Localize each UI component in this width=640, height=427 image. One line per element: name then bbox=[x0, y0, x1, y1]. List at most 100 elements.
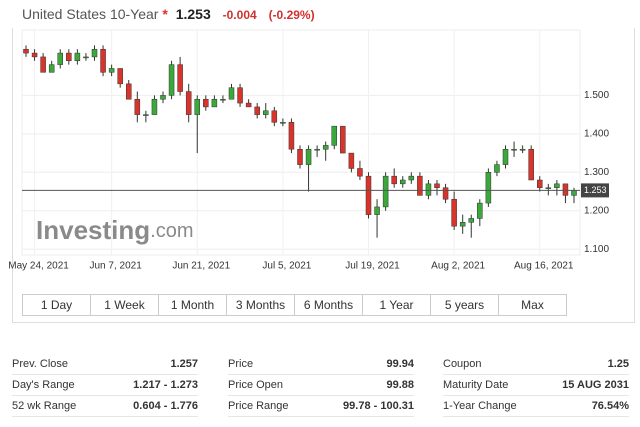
stat-label: Coupon bbox=[443, 358, 482, 370]
candle-body bbox=[314, 148, 320, 151]
stats-row: Day's Range 1.217 - 1.273 bbox=[12, 375, 198, 396]
range-button[interactable]: 5 years bbox=[431, 295, 499, 315]
candle-body bbox=[177, 64, 183, 92]
candle-body bbox=[83, 56, 89, 59]
watermark: Investing.com bbox=[36, 215, 193, 245]
stat-label: Price Open bbox=[228, 379, 284, 391]
range-button[interactable]: Max bbox=[521, 298, 544, 312]
stats-row: 1-Year Change 76.54% bbox=[443, 396, 629, 417]
header: United States 10-Year * 1.253 -0.004 (-0… bbox=[22, 6, 315, 22]
candle-body bbox=[417, 175, 423, 196]
candle-body bbox=[31, 52, 38, 58]
candle-body bbox=[434, 183, 440, 188]
range-button[interactable]: 1 Year bbox=[363, 295, 431, 315]
candle-body bbox=[254, 106, 260, 115]
candle-body bbox=[245, 102, 252, 108]
stat-value: 1.25 bbox=[607, 358, 629, 370]
candle-body bbox=[545, 187, 552, 189]
candle-body bbox=[151, 98, 158, 115]
y-tick-label: 1.500 bbox=[584, 90, 609, 101]
range-button[interactable]: 6 Months bbox=[295, 295, 363, 315]
current-price-box bbox=[581, 183, 609, 198]
plot-area bbox=[21, 29, 581, 256]
candle-body bbox=[143, 114, 149, 116]
stat-label: Price bbox=[228, 358, 254, 370]
candle-body bbox=[271, 110, 278, 123]
y-tick-label: 1.300 bbox=[584, 167, 609, 178]
stat-value: 99.88 bbox=[386, 379, 414, 391]
stats-row: 52 wk Range 0.604 - 1.776 bbox=[12, 396, 198, 417]
candle-body bbox=[297, 148, 303, 165]
stat-value: 76.54% bbox=[591, 400, 629, 412]
candle-body bbox=[322, 145, 329, 150]
candle-body bbox=[263, 110, 269, 115]
y-tick-label: 1.200 bbox=[584, 205, 609, 216]
range-button[interactable]: 1 Day bbox=[23, 295, 91, 315]
candle-body bbox=[571, 190, 577, 196]
marker: * bbox=[162, 6, 168, 22]
stats-row: Price Range 99.78 - 100.31 bbox=[228, 396, 414, 417]
candle-body bbox=[451, 198, 457, 227]
candle-body bbox=[126, 83, 132, 100]
stats-column: Prev. Close 1.257 Day's Range 1.217 - 1.273… bbox=[12, 354, 198, 417]
candle-body bbox=[288, 122, 295, 150]
candle-body bbox=[228, 87, 235, 100]
candle-body bbox=[48, 64, 55, 73]
candle-body bbox=[425, 183, 432, 196]
candle-body bbox=[66, 52, 72, 62]
chart: 1.100 1.200 1.300 1.400 1.500 May 24, 2021 Jun… bbox=[8, 29, 609, 272]
candle-body bbox=[305, 148, 312, 165]
candle-body bbox=[40, 56, 46, 73]
candle-body bbox=[554, 183, 560, 188]
candle-body bbox=[408, 175, 415, 181]
stats-row: Prev. Close 1.257 bbox=[12, 354, 198, 375]
candle-body bbox=[108, 68, 115, 73]
stats-row: Coupon 1.25 bbox=[443, 354, 629, 375]
candle-body bbox=[365, 175, 372, 215]
candle-body bbox=[382, 175, 389, 208]
candle-body bbox=[528, 148, 534, 181]
stats-column: Coupon 1.25 Maturity Date 15 AUG 2031 1-Year… bbox=[443, 354, 629, 417]
current-price-label: 1.253 bbox=[584, 185, 607, 195]
range-button[interactable]: 3 Months bbox=[227, 295, 295, 315]
watermark-brand: Investing bbox=[36, 215, 150, 245]
candle-body bbox=[237, 87, 243, 104]
x-tick-label: Aug 2, 2021 bbox=[431, 261, 485, 272]
stat-label: 1-Year Change bbox=[443, 400, 517, 412]
range-button[interactable]: 1 Week bbox=[91, 295, 159, 315]
candle-body bbox=[519, 148, 526, 151]
candle-body bbox=[168, 64, 175, 96]
candle-body bbox=[23, 48, 29, 54]
candle-body bbox=[400, 179, 406, 185]
chart-frame bbox=[12, 28, 635, 323]
stat-label: 52 wk Range bbox=[12, 400, 77, 412]
candle-body bbox=[117, 68, 123, 85]
candle-body bbox=[331, 125, 337, 146]
range-button[interactable]: 1 Month bbox=[159, 295, 227, 315]
y-tick-label: 1.400 bbox=[584, 128, 609, 139]
candle-body bbox=[459, 222, 466, 227]
candle-body bbox=[502, 148, 509, 165]
x-tick-label: May 24, 2021 bbox=[8, 261, 69, 272]
stat-value: 1.217 - 1.273 bbox=[133, 379, 198, 391]
candle-body bbox=[374, 206, 380, 215]
candle-body bbox=[74, 52, 81, 62]
candle-body bbox=[562, 183, 569, 196]
x-tick-label: Jun 7, 2021 bbox=[89, 261, 142, 272]
candle-body bbox=[468, 218, 474, 223]
candle-body bbox=[211, 98, 218, 108]
stat-value: 15 AUG 2031 bbox=[562, 379, 629, 391]
candle-body bbox=[357, 168, 363, 177]
x-tick-label: Aug 16, 2021 bbox=[514, 261, 574, 272]
candle-body bbox=[134, 98, 141, 115]
stat-label: Day's Range bbox=[12, 379, 75, 391]
stat-label: Prev. Close bbox=[12, 358, 69, 370]
candle-body bbox=[280, 122, 286, 124]
stats-row: Price 99.94 bbox=[228, 354, 414, 375]
y-tick-label: 1.100 bbox=[584, 244, 609, 255]
stat-label: Maturity Date bbox=[443, 379, 509, 391]
candle-body bbox=[494, 164, 500, 173]
candle-body bbox=[194, 98, 200, 115]
x-tick-label: Jul 5, 2021 bbox=[262, 261, 311, 272]
